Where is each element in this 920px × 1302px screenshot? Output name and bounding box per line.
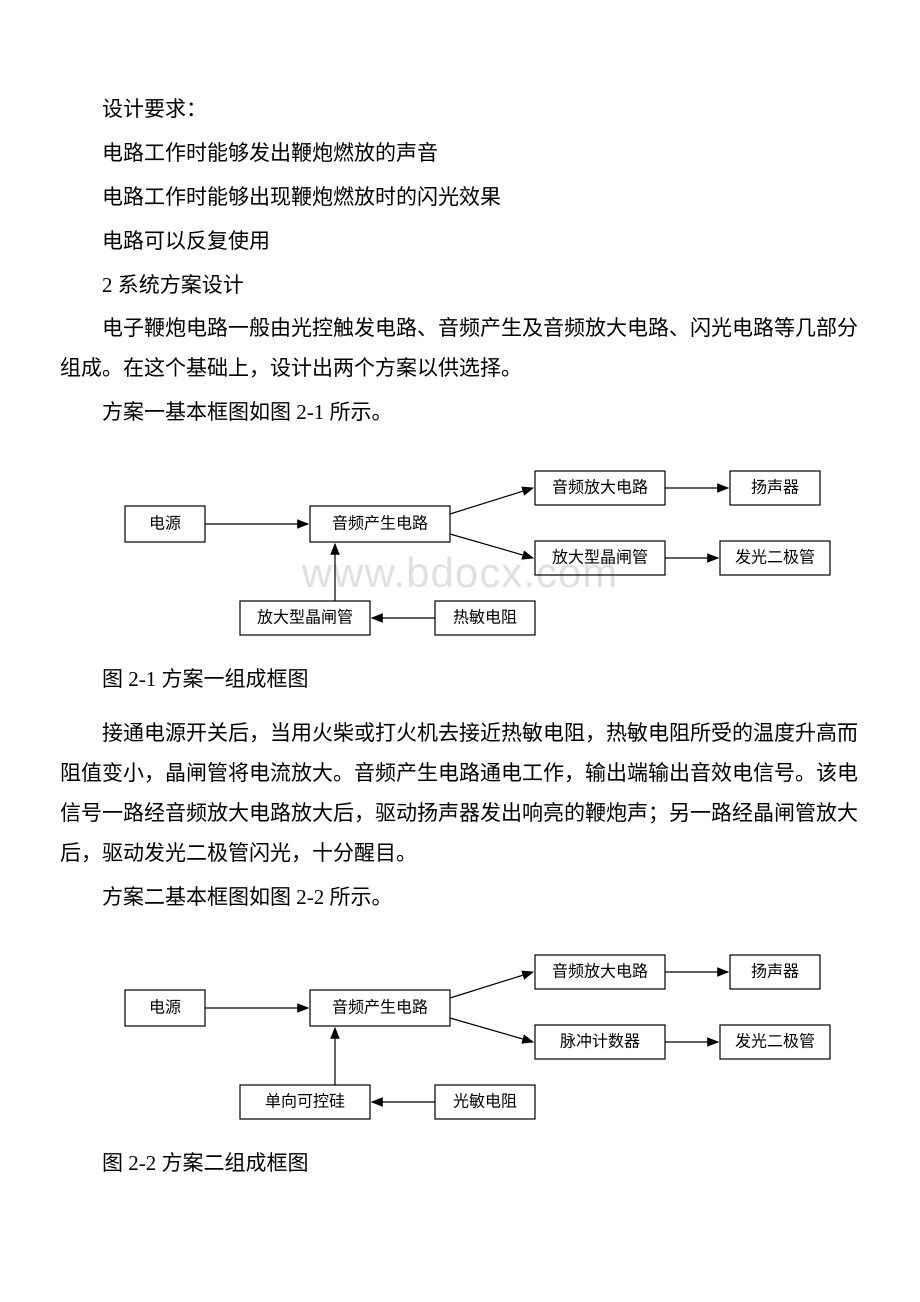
node2-photoresistor: 光敏电阻 [453, 1093, 517, 1111]
node-thyristor-amp: 放大型晶闸管 [552, 549, 648, 567]
para-req-3: 电路可以反复使用 [60, 222, 860, 262]
node-audio-gen: 音频产生电路 [332, 515, 428, 533]
para-req-2: 电路工作时能够出现鞭炮燃放时的闪光效果 [60, 178, 860, 218]
node2-audio-amp: 音频放大电路 [552, 963, 648, 981]
node2-audio-gen: 音频产生电路 [332, 999, 428, 1017]
node2-led: 发光二极管 [735, 1033, 815, 1051]
node2-power: 电源 [149, 999, 181, 1017]
para-intro: 电子鞭炮电路一般由光控触发电路、音频产生及音频放大电路、闪光电路等几部分组成。在… [60, 309, 860, 389]
diagram-2: 电源 音频产生电路 音频放大电路 脉冲计数器 扬声器 发光二极管 单向可控硅 光… [65, 935, 855, 1130]
node-thyristor-2: 放大型晶闸管 [257, 609, 353, 627]
node2-scr: 单向可控硅 [265, 1093, 345, 1111]
node-power: 电源 [149, 515, 181, 533]
para-plan1-ref: 方案一基本框图如图 2-1 所示。 [60, 393, 860, 433]
para-plan1-desc: 接通电源开关后，当用火柴或打火机去接近热敏电阻，热敏电阻所受的温度升高而阻值变小… [60, 714, 860, 874]
node-speaker: 扬声器 [751, 479, 799, 497]
node-led: 发光二极管 [735, 549, 815, 567]
para-plan2-ref: 方案二基本框图如图 2-2 所示。 [60, 878, 860, 918]
caption-1: 图 2-1 方案一组成框图 [60, 660, 860, 700]
para-section-2: 2 系统方案设计 [60, 266, 860, 306]
para-req-1: 电路工作时能够发出鞭炮燃放的声音 [60, 134, 860, 174]
node2-speaker: 扬声器 [751, 963, 799, 981]
diagram-1-wrap: 电源 音频产生电路 音频放大电路 放大型晶闸管 扬声器 发光二极管 放大型晶闸管… [60, 451, 860, 646]
diagram-1: 电源 音频产生电路 音频放大电路 放大型晶闸管 扬声器 发光二极管 放大型晶闸管… [65, 451, 855, 646]
para-requirements-title: 设计要求： [60, 90, 860, 130]
node2-pulse-counter: 脉冲计数器 [560, 1033, 640, 1051]
diagram-2-wrap: 电源 音频产生电路 音频放大电路 脉冲计数器 扬声器 发光二极管 单向可控硅 光… [60, 935, 860, 1130]
node-thermistor: 热敏电阻 [453, 609, 517, 627]
caption-2: 图 2-2 方案二组成框图 [60, 1144, 860, 1184]
node-audio-amp: 音频放大电路 [552, 479, 648, 497]
